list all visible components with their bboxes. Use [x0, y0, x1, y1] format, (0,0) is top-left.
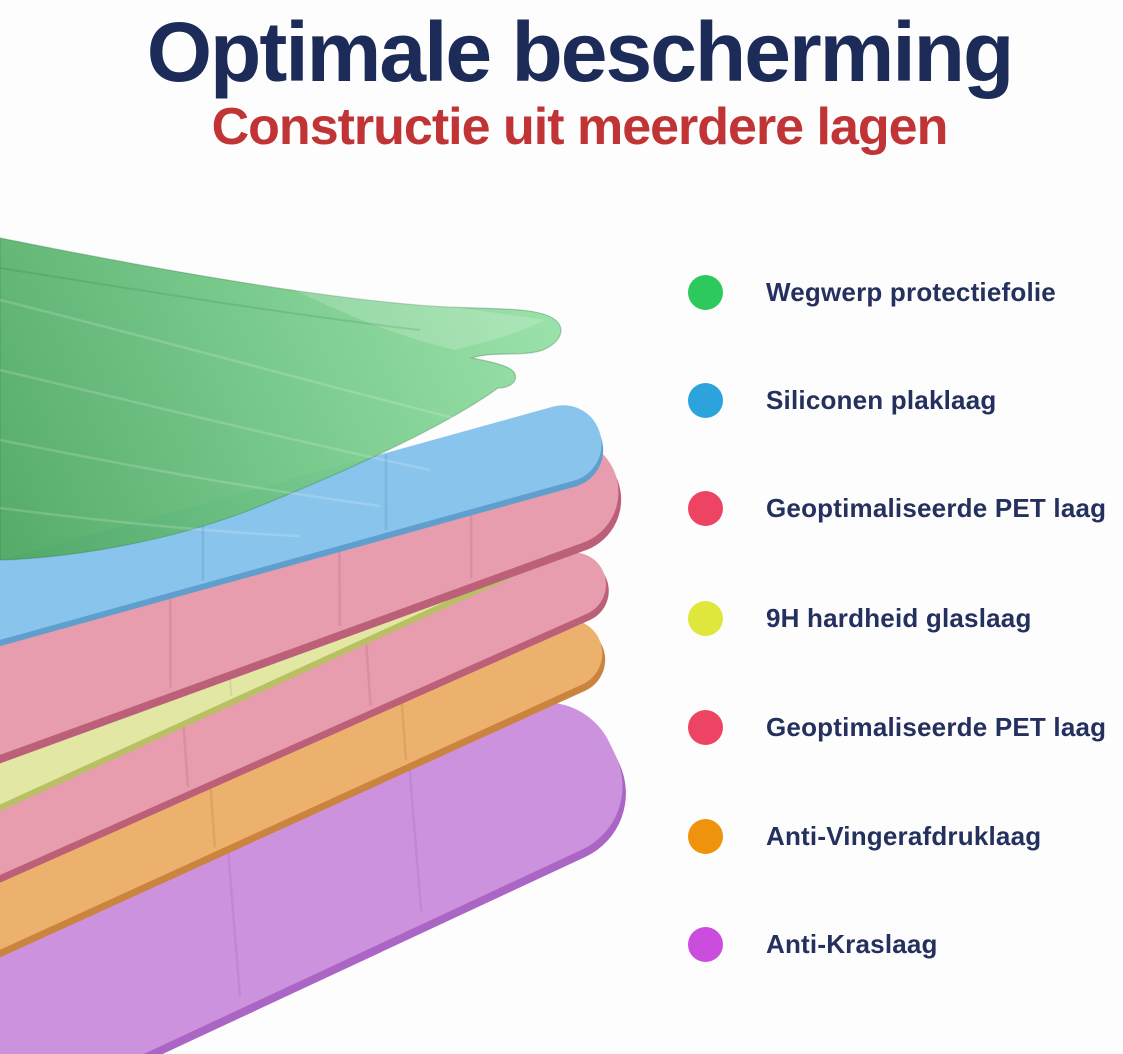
sheet-face [0, 552, 606, 968]
film-fold-line [0, 267, 421, 331]
legend-dot-yellow [688, 600, 723, 636]
legend-label: Wegwerp protectiefolie [766, 276, 1056, 307]
legend-label: 9H hardheid glaslaag [766, 602, 1032, 633]
legend-dot-green [688, 274, 723, 310]
film-shape [0, 237, 562, 561]
legend-item-wegwerp-protectiefolie: Wegwerp protectiefolie [688, 270, 1056, 314]
legend-label: Geoptimaliseerde PET laag [766, 492, 1107, 523]
legend-item-anti-kraslaag: Anti-Kraslaag [688, 922, 938, 966]
legend-label: Siliconen plaklaag [766, 384, 997, 415]
film-streak-lines [0, 298, 471, 538]
sheet-face [0, 702, 623, 1054]
legend-dot-red-2 [688, 709, 723, 745]
page-subtitle: Constructie uit meerdere lagen [211, 98, 949, 156]
legend-item-anti-vingerafdruklaag: Anti-Vingerafdruklaag [688, 814, 1041, 858]
layer-sheet-anti-kraslaag [0, 702, 626, 1054]
sheet-crease-lines [182, 644, 372, 788]
legend-item-9h-glaslaag: 9H hardheid glaslaag [688, 596, 1032, 640]
layer-sheet-pet-onder [0, 552, 609, 974]
sheet-face [0, 405, 602, 701]
film-fold-highlight [220, 250, 545, 350]
sheet-crease-lines [208, 694, 408, 848]
sheet-face [0, 619, 603, 1042]
legend-item-siliconen-plaklaag: Siliconen plaklaag [688, 378, 996, 422]
legend-label: Anti-Kraslaag [766, 928, 938, 959]
legend-dot-blue [688, 382, 723, 418]
legend-dot-red [688, 490, 723, 526]
legend-item-pet-laag-onder: Geoptimaliseerde PET laag [688, 705, 1106, 749]
page-title: Optimale bescherming [146, 5, 1015, 99]
layer-film-wegwerp-protectiefolie [0, 237, 562, 561]
legend-dot-purple [688, 926, 723, 962]
legend-dot-orange [688, 818, 723, 854]
legend-item-pet-laag-boven: Geoptimaliseerde PET laag [688, 486, 1106, 530]
header: Optimale bescherming Constructie uit mee… [0, 0, 1123, 153]
sheet-crease-lines [226, 762, 423, 997]
layer-sheet-anti-vingerafdruk [0, 619, 606, 1049]
legend-label: Geoptimaliseerde PET laag [766, 711, 1107, 742]
legend-label: Anti-Vingerafdruklaag [766, 820, 1042, 851]
layer-sheet-siliconen [0, 405, 604, 707]
